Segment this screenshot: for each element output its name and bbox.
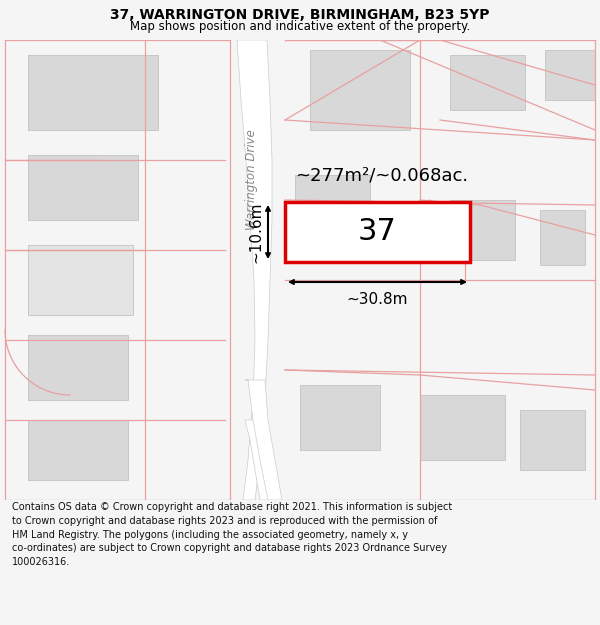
Bar	[300, 385, 380, 450]
Bar	[28, 155, 138, 220]
Polygon shape	[245, 380, 282, 500]
Polygon shape	[245, 420, 275, 500]
Bar	[295, 175, 370, 245]
Bar	[28, 245, 133, 315]
Text: Map shows position and indicative extent of the property.: Map shows position and indicative extent…	[130, 20, 470, 32]
Bar	[28, 420, 128, 480]
Bar	[520, 410, 585, 470]
Text: ~10.6m: ~10.6m	[248, 201, 263, 262]
Text: ~30.8m: ~30.8m	[347, 292, 408, 307]
Bar	[450, 55, 525, 110]
Bar	[28, 55, 158, 130]
Bar	[28, 335, 128, 400]
Bar	[285, 202, 470, 262]
Bar	[420, 395, 505, 460]
Text: Warrington Drive: Warrington Drive	[245, 129, 259, 231]
Bar	[545, 50, 595, 100]
Polygon shape	[237, 40, 272, 500]
Bar	[450, 200, 515, 260]
Text: 37: 37	[358, 217, 397, 246]
Text: 37, WARRINGTON DRIVE, BIRMINGHAM, B23 5YP: 37, WARRINGTON DRIVE, BIRMINGHAM, B23 5Y…	[110, 8, 490, 22]
Bar	[540, 210, 585, 265]
Text: Contains OS data © Crown copyright and database right 2021. This information is : Contains OS data © Crown copyright and d…	[12, 503, 452, 567]
Text: ~277m²/~0.068ac.: ~277m²/~0.068ac.	[295, 167, 468, 185]
Bar	[310, 50, 410, 130]
